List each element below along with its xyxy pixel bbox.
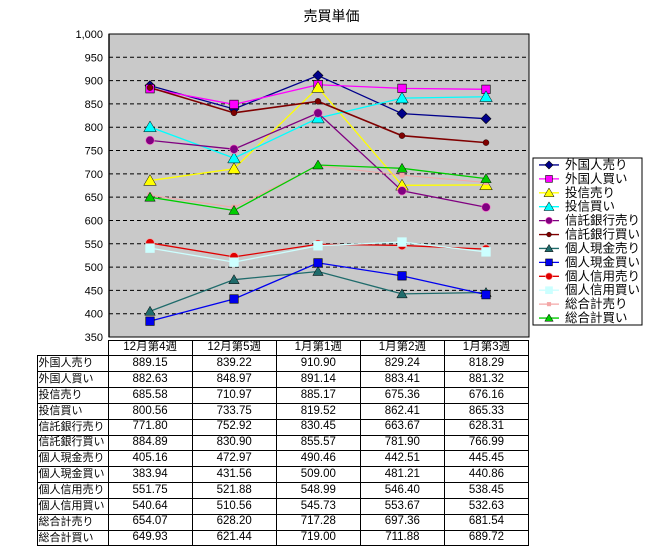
svg-text:個人現金買い: 個人現金買い [565, 254, 640, 269]
svg-text:450: 450 [85, 285, 103, 297]
svg-text:950: 950 [85, 52, 103, 64]
svg-text:個人信用買い: 個人信用買い [565, 283, 640, 297]
svg-text:500: 500 [85, 262, 103, 274]
svg-text:外国人売り: 外国人売り [565, 157, 628, 172]
svg-text:信託銀行売り: 信託銀行売り [565, 213, 640, 228]
svg-text:700: 700 [85, 169, 103, 181]
svg-text:850: 850 [85, 99, 103, 111]
svg-text:750: 750 [85, 146, 103, 158]
svg-text:総合計買い: 総合計買い [565, 310, 628, 325]
svg-text:信託銀行買い: 信託銀行買い [565, 227, 640, 242]
svg-text:総合計売り: 総合計売り [565, 296, 628, 311]
svg-text:投信買い: 投信買い [565, 199, 615, 214]
svg-text:600: 600 [85, 215, 103, 227]
svg-text:650: 650 [85, 192, 103, 204]
svg-text:個人現金売り: 個人現金売り [565, 240, 640, 255]
svg-text:800: 800 [85, 122, 103, 134]
svg-text:550: 550 [85, 239, 103, 251]
svg-text:400: 400 [85, 309, 103, 321]
svg-text:900: 900 [85, 76, 103, 88]
svg-text:個人信用売り: 個人信用売り [565, 268, 640, 283]
svg-text:投信売り: 投信売り [565, 185, 615, 200]
svg-text:1,000: 1,000 [75, 29, 103, 41]
svg-text:外国人買い: 外国人買い [565, 172, 628, 186]
